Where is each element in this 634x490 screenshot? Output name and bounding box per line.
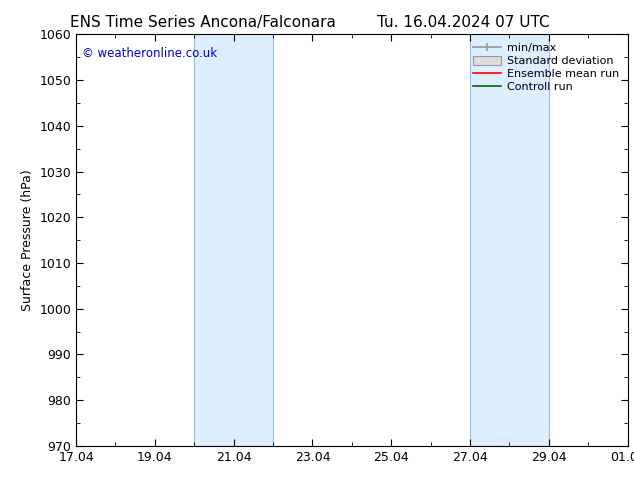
Legend: min/max, Standard deviation, Ensemble mean run, Controll run: min/max, Standard deviation, Ensemble me… — [470, 40, 622, 95]
Text: ENS Time Series Ancona/Falconara: ENS Time Series Ancona/Falconara — [70, 15, 336, 30]
Text: © weatheronline.co.uk: © weatheronline.co.uk — [82, 47, 217, 60]
Bar — [194, 34, 273, 446]
Y-axis label: Surface Pressure (hPa): Surface Pressure (hPa) — [21, 169, 34, 311]
Text: Tu. 16.04.2024 07 UTC: Tu. 16.04.2024 07 UTC — [377, 15, 549, 30]
Title: ENS Time Series Ancona/Falconara    Tu. 16.04.2024 07 UTC: ENS Time Series Ancona/Falconara Tu. 16.… — [0, 489, 1, 490]
Bar — [470, 34, 549, 446]
